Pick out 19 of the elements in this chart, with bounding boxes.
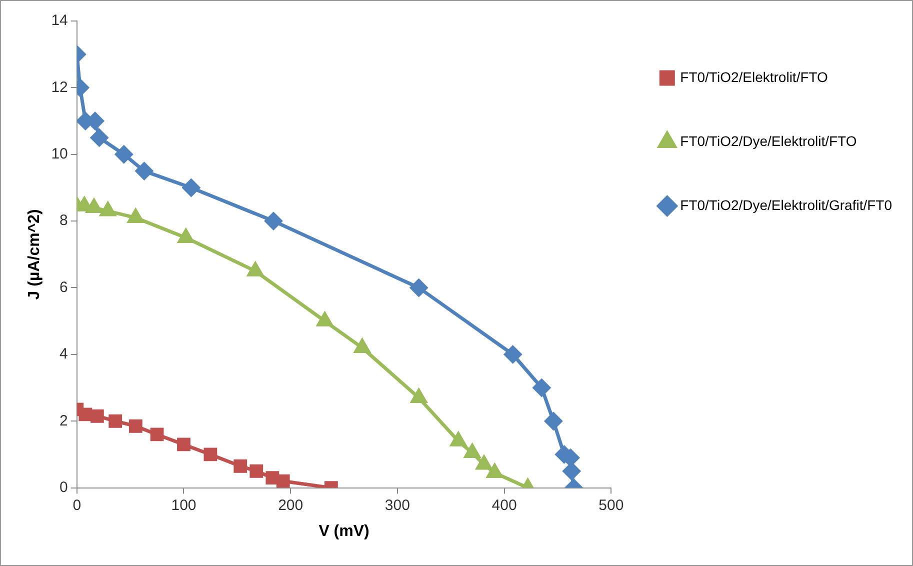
x-tick-label: 0 [72, 496, 82, 514]
y-tick-label: 8 [60, 212, 68, 230]
y-tick-label: 4 [60, 346, 68, 363]
legend-label: FT0/TiO2/Dye/Elektrolit/Grafit/FT0 [680, 196, 892, 213]
x-tick-label: 500 [598, 496, 624, 514]
x-axis-title: V (mV) [318, 522, 370, 540]
y-tick-label: 6 [60, 278, 68, 296]
x-tick-label: 200 [278, 496, 304, 514]
y-tick-label: 14 [51, 12, 68, 30]
y-tick-label: 2 [60, 412, 68, 430]
y-tick-label: 12 [51, 78, 68, 96]
legend-label: FT0/TiO2/Elektrolit/FTO [680, 68, 828, 85]
x-tick-label: 100 [171, 496, 196, 514]
x-tick-label: 400 [492, 496, 517, 514]
y-tick-label: 0 [60, 478, 68, 496]
y-tick-label: 10 [51, 146, 68, 163]
legend-label: FT0/TiO2/Dye/Elektrolit/FTO [680, 132, 857, 149]
x-tick-label: 300 [384, 496, 410, 514]
y-axis-title: J (µA/cm^2) [26, 209, 44, 300]
